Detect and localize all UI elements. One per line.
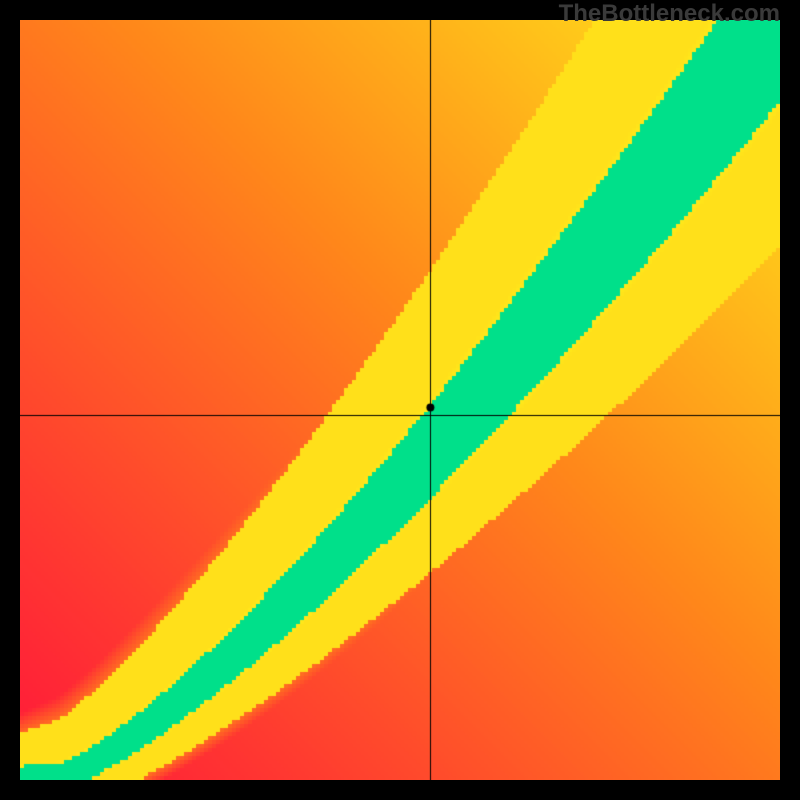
chart-stage: TheBottleneck.com [0,0,800,800]
watermark-text: TheBottleneck.com [559,0,780,28]
bottleneck-heatmap [20,20,780,780]
